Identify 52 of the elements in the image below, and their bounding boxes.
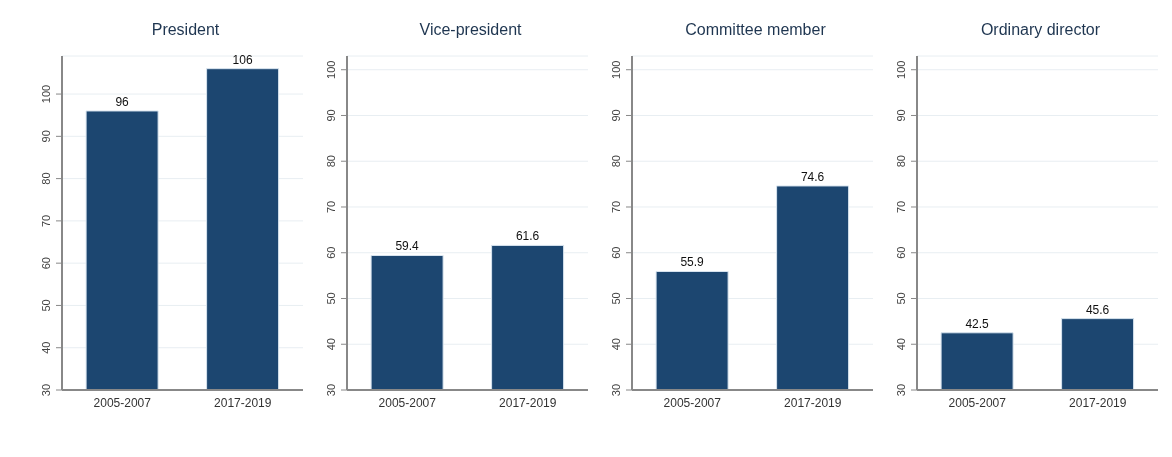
y-tick-label: 90: [895, 109, 907, 122]
y-tick-label: 90: [325, 109, 337, 122]
y-tick-label: 90: [610, 109, 622, 122]
x-tick-label: 2005-2007: [93, 395, 152, 410]
y-tick-label: 30: [325, 383, 337, 397]
y-tick-label: 50: [325, 292, 337, 305]
y-tick-label: 80: [895, 155, 907, 168]
y-tick-label: 100: [895, 60, 907, 79]
x-tick-label: 2017-2019: [1069, 395, 1127, 410]
y-tick-label: 60: [895, 246, 907, 259]
y-tick-label: 80: [610, 155, 622, 168]
y-tick-label: 80: [40, 172, 52, 185]
chart-title: President: [150, 20, 221, 40]
data-label: 55.9: [680, 255, 705, 270]
y-tick-label: 100: [325, 60, 337, 79]
data-label: 59.4: [395, 239, 420, 254]
y-tick-label: 70: [325, 200, 337, 214]
y-tick-label: 60: [40, 257, 52, 270]
y-tick-label: 60: [610, 246, 622, 259]
data-label: 45.6: [1085, 302, 1110, 317]
y-tick-label: 100: [610, 60, 622, 79]
chart-title: Vice-president: [418, 20, 523, 40]
data-label: 74.6: [800, 169, 825, 184]
y-tick-label: 40: [610, 338, 622, 351]
chart-title: Committee member: [684, 20, 827, 40]
y-tick-label: 60: [325, 246, 337, 259]
data-label: 106: [232, 52, 253, 67]
y-tick-label: 50: [40, 299, 52, 312]
x-tick-label: 2017-2019: [214, 395, 272, 410]
y-tick-label: 70: [895, 200, 907, 214]
x-tick-label: 2005-2007: [948, 395, 1007, 410]
x-tick-label: 2017-2019: [784, 395, 842, 410]
y-tick-label: 70: [40, 214, 52, 228]
data-label: 61.6: [515, 229, 540, 244]
chart-title: Ordinary director: [979, 20, 1102, 40]
y-tick-label: 30: [895, 383, 907, 397]
data-label: 96: [115, 94, 130, 109]
x-tick-label: 2017-2019: [499, 395, 557, 410]
x-tick-label: 2005-2007: [663, 395, 722, 410]
y-tick-label: 70: [610, 200, 622, 214]
x-tick-label: 2005-2007: [378, 395, 437, 410]
y-tick-label: 90: [40, 130, 52, 143]
data-label: 42.5: [965, 316, 990, 331]
y-tick-label: 40: [40, 341, 52, 354]
y-tick-label: 30: [40, 383, 52, 397]
y-tick-label: 50: [895, 292, 907, 305]
y-tick-label: 40: [325, 338, 337, 351]
y-tick-label: 40: [895, 338, 907, 351]
y-tick-label: 80: [325, 155, 337, 168]
y-tick-label: 50: [610, 292, 622, 305]
y-tick-label: 30: [610, 383, 622, 397]
y-tick-label: 100: [40, 84, 52, 104]
